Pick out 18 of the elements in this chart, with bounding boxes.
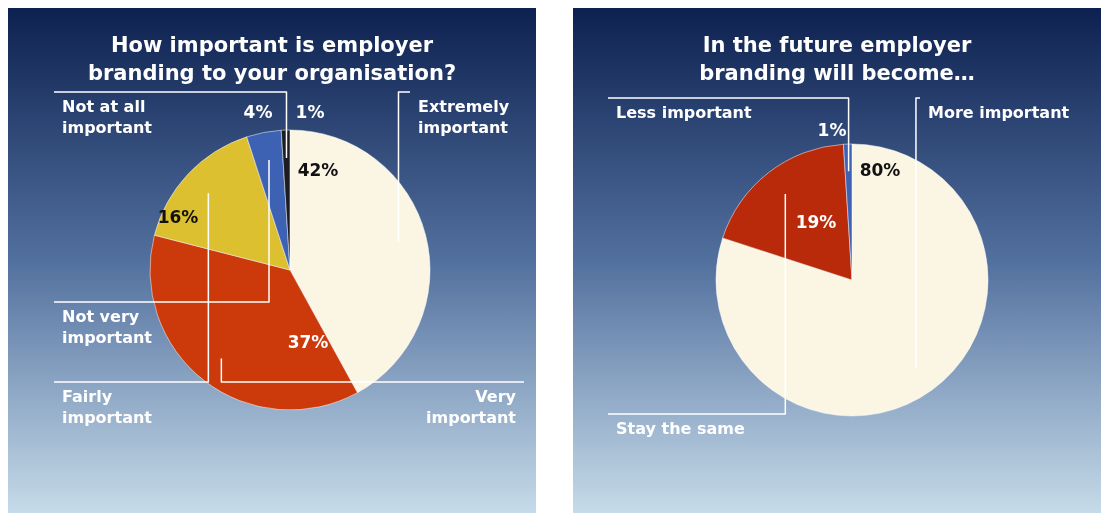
slice-label: Very important	[426, 387, 517, 427]
slice-label: More important	[928, 103, 1070, 122]
data-label: 4%	[243, 102, 273, 122]
data-label: 80%	[859, 160, 901, 180]
slice-label: Extremely important	[418, 97, 510, 137]
slice-label: Fairly important	[62, 387, 153, 427]
chart-title: How important is employer branding to your organisation?	[87, 33, 457, 85]
slice-label: Not at all important	[62, 97, 153, 137]
slice-label: Stay the same	[616, 419, 745, 438]
slice-label: Less important	[616, 103, 752, 122]
data-label: 16%	[157, 207, 199, 227]
data-label: 37%	[287, 332, 329, 352]
data-label: 1%	[817, 120, 847, 140]
data-label: 1%	[295, 102, 325, 122]
slice-label: Not very important	[62, 307, 153, 347]
data-label: 19%	[795, 212, 837, 232]
chart-title: In the future employer branding will become…	[699, 33, 975, 85]
data-label: 42%	[297, 160, 339, 180]
